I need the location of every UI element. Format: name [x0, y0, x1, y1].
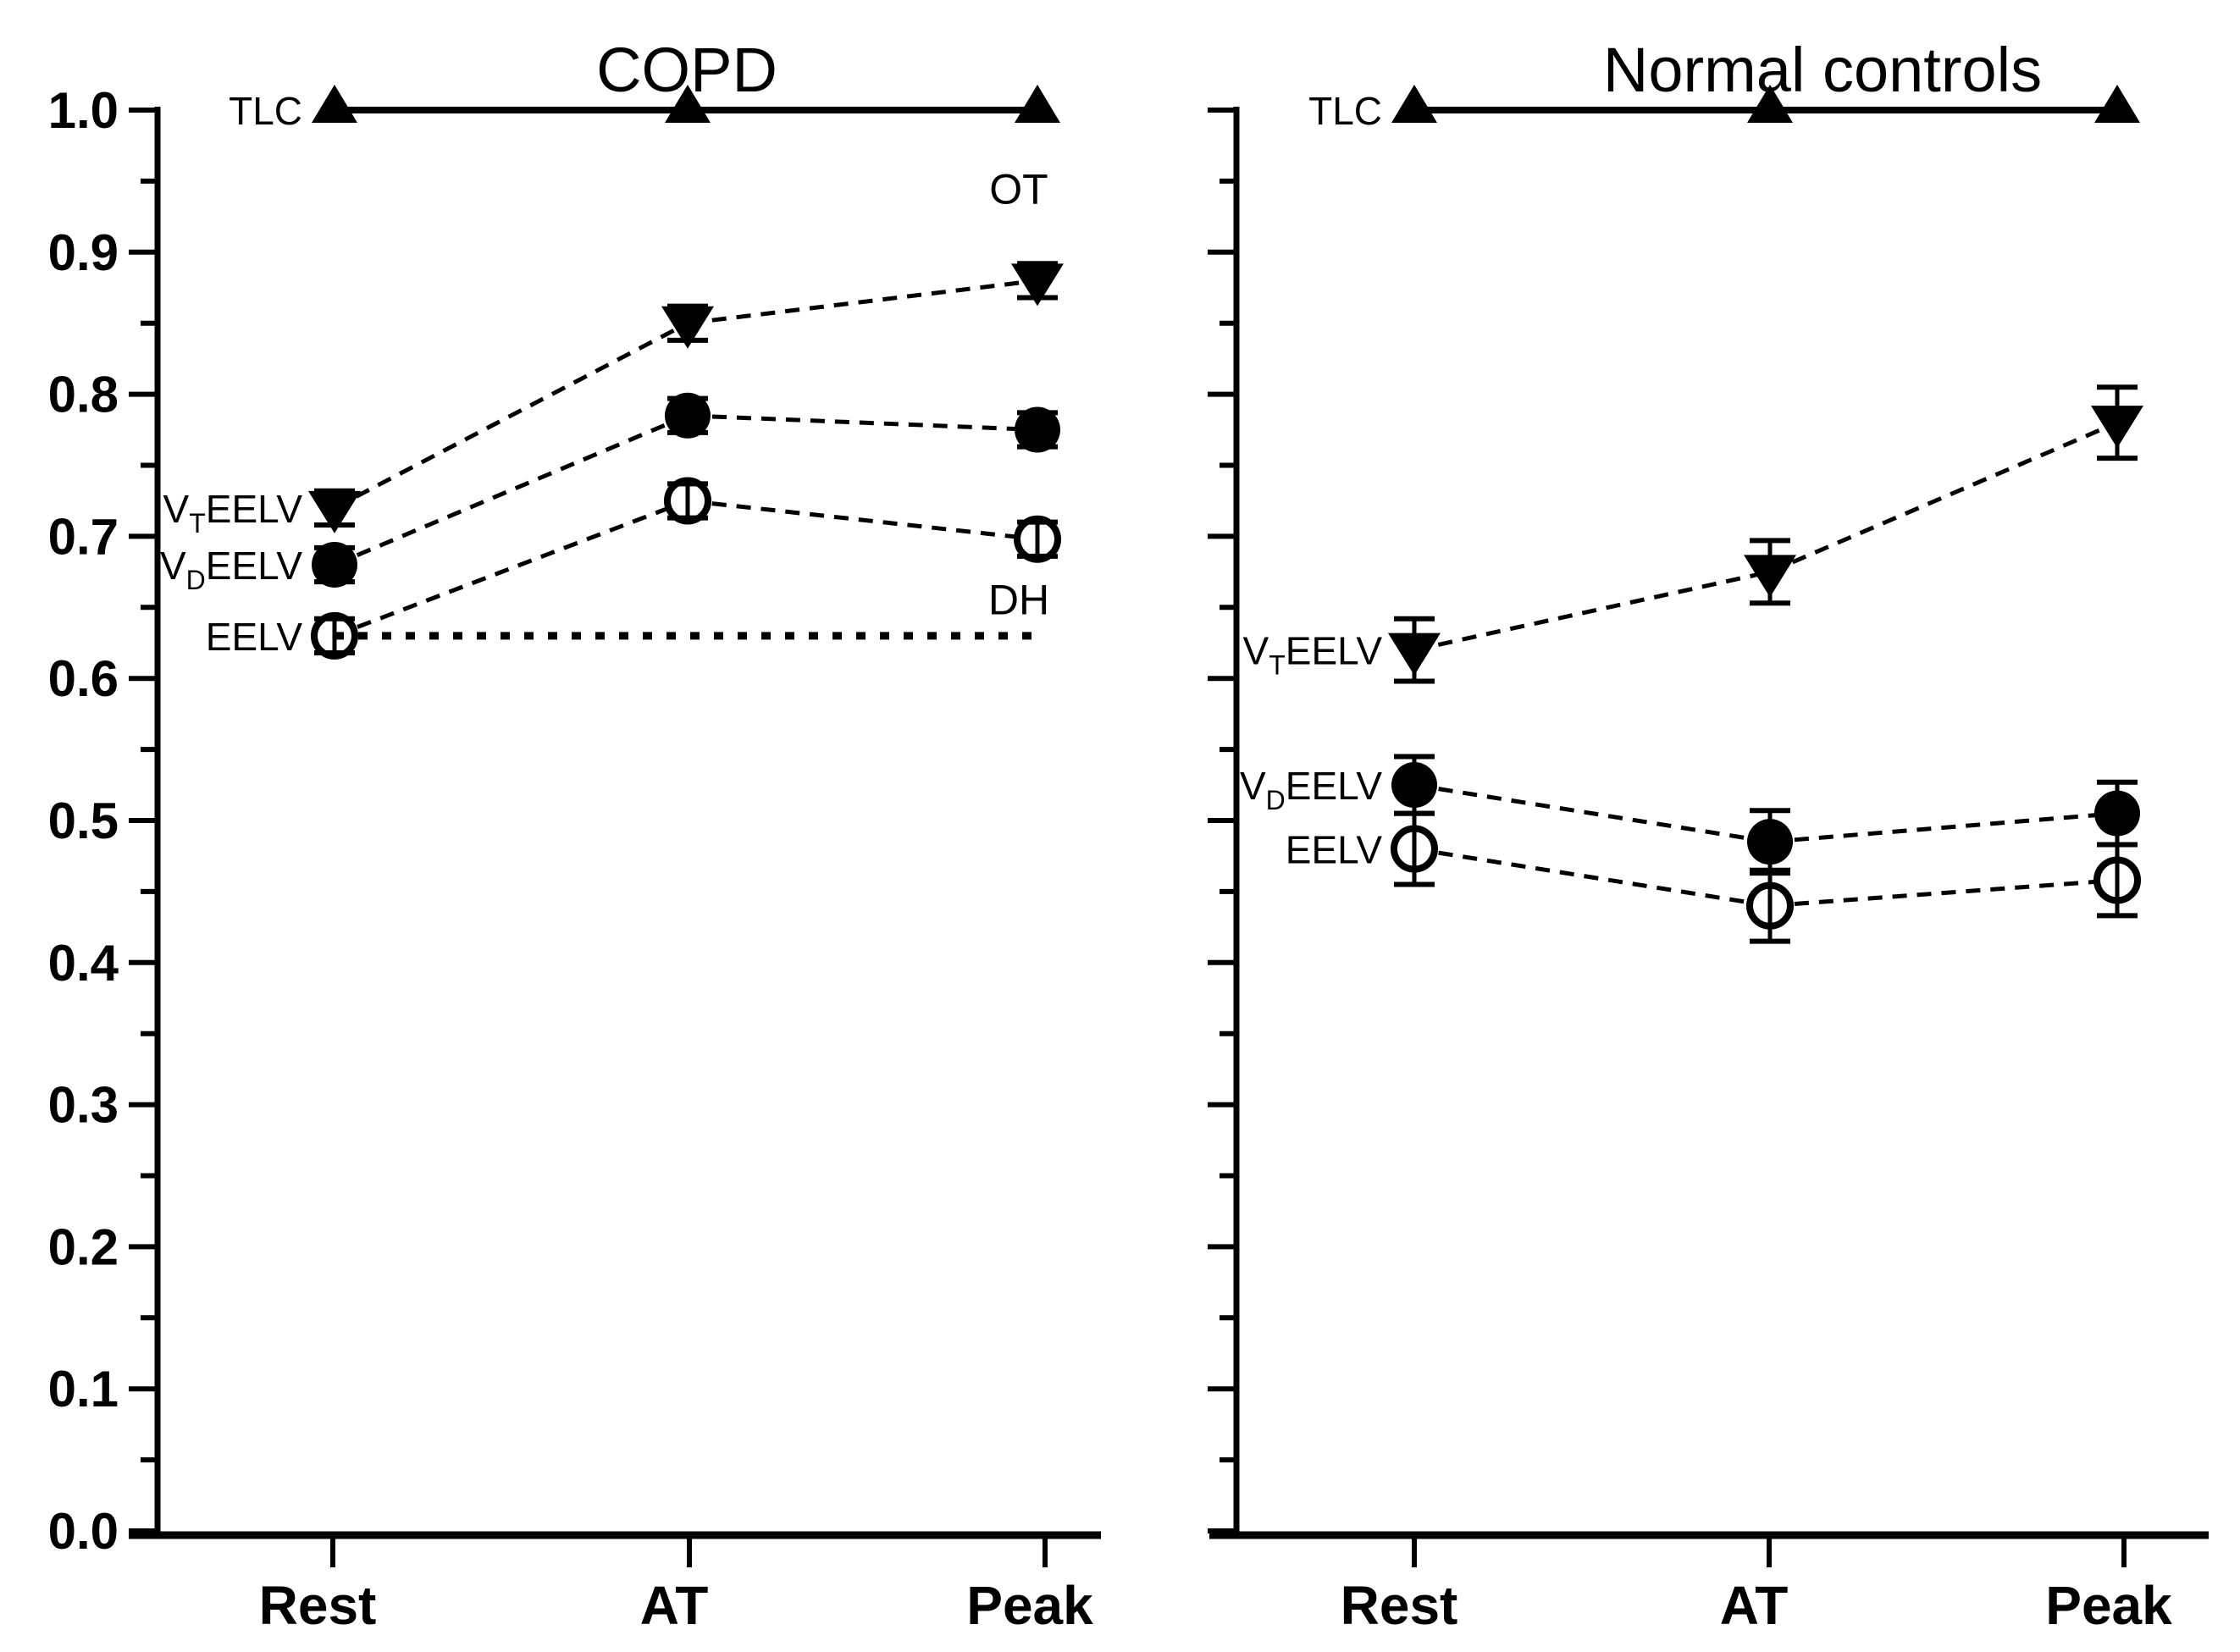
series-line-VT-EELV	[1413, 569, 1771, 653]
series-line-EELV	[687, 498, 1038, 542]
series-label-VD-EELV: VDEELV	[160, 544, 302, 595]
series-label-EELV: EELV	[1286, 828, 1383, 872]
series-line-VT-EELV	[1769, 420, 2118, 574]
marker-TLC	[1747, 85, 1793, 123]
y-tick-label: 0.8	[48, 367, 119, 423]
y-tick-label: 1.0	[48, 82, 119, 139]
y-tick-label: 0.9	[48, 224, 119, 281]
series-label-EELV: EELV	[206, 615, 303, 659]
marker-TLC	[312, 85, 357, 123]
series-line-EELV	[1769, 877, 2118, 909]
series-line-VT-EELV	[333, 321, 689, 511]
x-category-label: Rest	[259, 1575, 377, 1636]
x-category-label: Peak	[966, 1575, 1093, 1636]
x-category-label: AT	[1720, 1575, 1789, 1636]
series-line-VD-EELV	[334, 413, 689, 567]
series-label-VT-EELV: VTEELV	[1243, 629, 1383, 681]
y-tick-label: 0.7	[48, 508, 119, 565]
x-category-label: Rest	[1341, 1575, 1458, 1636]
y-tick-label: 0.5	[48, 793, 119, 849]
x-category-label: Peak	[2045, 1575, 2172, 1636]
annotation-dh: DH	[988, 577, 1049, 624]
y-tick-label: 0.0	[48, 1503, 119, 1560]
y-tick-label: 0.2	[48, 1218, 119, 1275]
y-tick-label: 0.6	[48, 650, 119, 707]
y-tick-label: 0.1	[48, 1361, 119, 1417]
series-line-EELV	[334, 499, 689, 638]
marker-TLC	[665, 85, 711, 123]
series-line-VT-EELV	[687, 278, 1038, 326]
y-tick-label: 0.3	[48, 1077, 119, 1134]
x-category-label: AT	[640, 1575, 709, 1636]
series-line-VD-EELV	[1413, 782, 1771, 844]
y-tick-label: 0.4	[48, 935, 119, 992]
marker-TLC	[1391, 85, 1437, 123]
series-label-TLC: TLC	[229, 89, 302, 133]
series-label-VT-EELV: VTEELV	[163, 487, 303, 539]
series-line-VD-EELV	[687, 413, 1038, 433]
panel-title: Normal controls	[1603, 35, 2042, 105]
marker-TLC	[1015, 85, 1060, 123]
series-line-VD-EELV	[1769, 811, 2118, 844]
marker-TLC	[2094, 85, 2140, 123]
series-line-EELV	[1413, 847, 1771, 909]
annotation-ot: OT	[989, 166, 1048, 213]
series-label-VD-EELV: VDEELV	[1240, 764, 1382, 815]
series-label-TLC: TLC	[1308, 89, 1382, 133]
